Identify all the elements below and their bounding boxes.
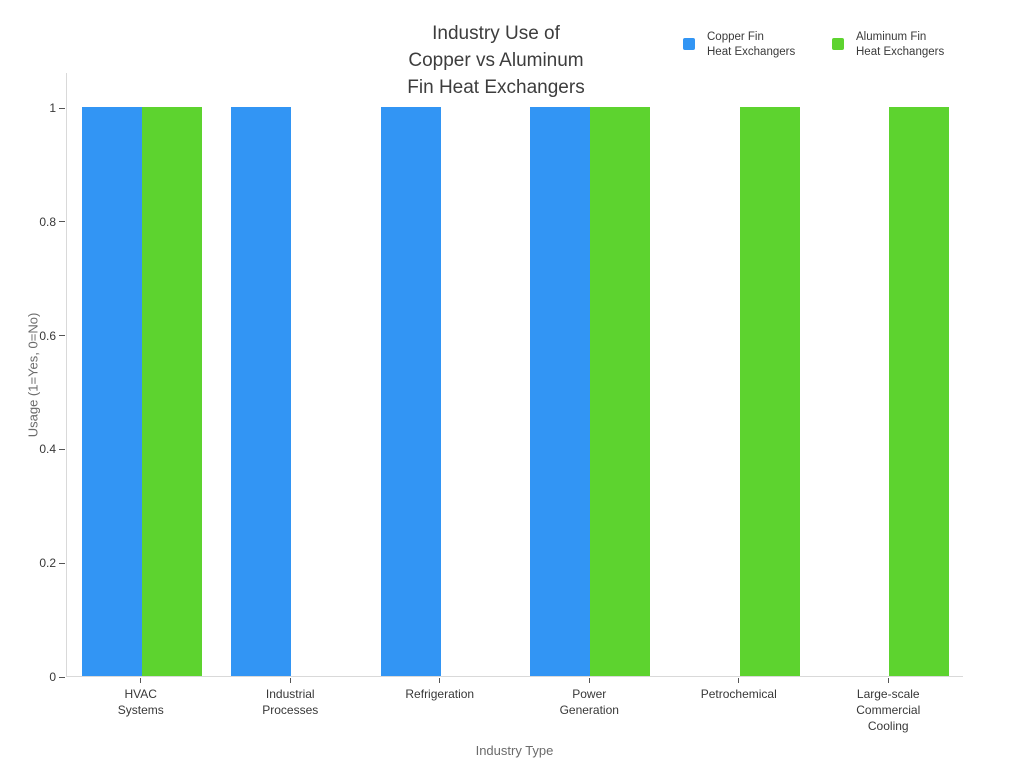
x-axis-title: Industry Type xyxy=(475,743,554,758)
legend-label: Copper Fin Heat Exchangers xyxy=(707,31,796,58)
y-tick-mark xyxy=(59,676,65,678)
plot-area xyxy=(66,73,963,677)
x-tick-mark xyxy=(738,678,740,683)
y-tick-mark xyxy=(59,448,65,450)
x-tick-label-industrial-processes: Industrial Processes xyxy=(262,687,319,717)
legend-label: Aluminum Fin Heat Exchangers xyxy=(856,31,945,58)
legend-swatch-aluminum-fin-heat-exchangers xyxy=(832,38,844,50)
bar-copper-fin-heat-exchangers-hvac-systems[interactable] xyxy=(81,107,142,676)
y-axis-ticks: 0 0.2 0.4 0.6 0.8 1 xyxy=(0,73,66,684)
chart-title: Industry Use of Copper vs Aluminum Fin H… xyxy=(407,23,585,98)
x-tick-mark xyxy=(887,678,889,683)
y-tick-mark xyxy=(59,335,65,337)
y-tick-label-0-6: 0.6 xyxy=(39,328,56,343)
bar-copper-fin-heat-exchangers-industrial-processes[interactable] xyxy=(231,107,292,676)
bars-layer xyxy=(67,73,963,676)
y-tick-label-0-2: 0.2 xyxy=(39,556,56,571)
x-tick-mark xyxy=(588,678,590,683)
bar-copper-fin-heat-exchangers-power-generation[interactable] xyxy=(530,107,591,676)
legend-swatch-copper-fin-heat-exchangers xyxy=(683,38,695,50)
y-tick-label-0-8: 0.8 xyxy=(39,214,56,229)
x-tick-mark xyxy=(140,678,142,683)
legend-item-aluminum-fin-heat-exchangers[interactable]: Aluminum Fin Heat Exchangers xyxy=(832,30,944,60)
x-tick-label-refrigeration: Refrigeration xyxy=(405,687,475,701)
y-tick-mark xyxy=(59,107,65,109)
x-tick-label-power-generation: Power Generation xyxy=(559,687,619,717)
y-tick-mark xyxy=(59,562,65,564)
y-tick-label-0-4: 0.4 xyxy=(39,442,56,457)
bar-aluminum-fin-heat-exchangers-power-generation[interactable] xyxy=(590,107,651,676)
bar-aluminum-fin-heat-exchangers-large-scale-commercial-cooling[interactable] xyxy=(889,107,950,676)
x-tick-mark xyxy=(439,678,441,683)
y-tick-label-1: 1 xyxy=(49,101,56,115)
bar-aluminum-fin-heat-exchangers-hvac-systems[interactable] xyxy=(141,107,202,676)
x-tick-label-petrochemical: Petrochemical xyxy=(700,687,777,701)
x-tick-label-large-scale-commercial-cooling: Large-scale Commercial Cooling xyxy=(856,687,921,733)
y-tick-label-0: 0 xyxy=(49,670,56,684)
legend-item-copper-fin-heat-exchangers[interactable]: Copper Fin Heat Exchangers xyxy=(683,30,795,60)
y-tick-mark xyxy=(59,221,65,223)
bar-aluminum-fin-heat-exchangers-petrochemical[interactable] xyxy=(739,107,800,676)
bar-copper-fin-heat-exchangers-refrigeration[interactable] xyxy=(380,107,441,676)
x-tick-label-hvac-systems: HVAC Systems xyxy=(117,687,164,717)
x-axis-ticks: HVAC Systems Industrial Processes Refriger… xyxy=(66,677,963,747)
x-tick-mark xyxy=(289,678,291,683)
